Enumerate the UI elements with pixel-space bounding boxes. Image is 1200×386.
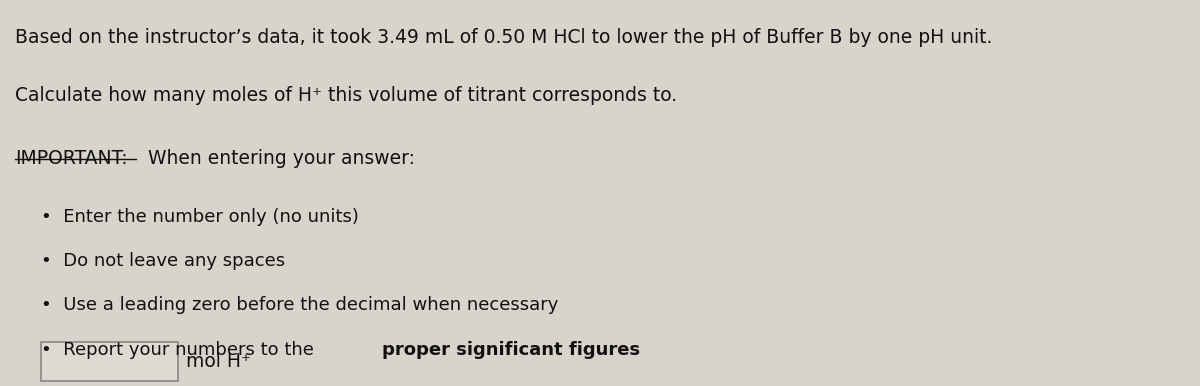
Text: Calculate how many moles of H⁺ this volume of titrant corresponds to.: Calculate how many moles of H⁺ this volu… xyxy=(16,86,677,105)
Text: proper significant figures: proper significant figures xyxy=(383,340,641,359)
Text: Based on the instructor’s data, it took 3.49 mL of 0.50 M HCl to lower the pH of: Based on the instructor’s data, it took … xyxy=(16,28,992,47)
Text: •  Use a leading zero before the decimal when necessary: • Use a leading zero before the decimal … xyxy=(41,296,559,315)
Text: IMPORTANT:: IMPORTANT: xyxy=(16,149,127,168)
Text: •  Enter the number only (no units): • Enter the number only (no units) xyxy=(41,208,359,226)
Text: •  Do not leave any spaces: • Do not leave any spaces xyxy=(41,252,286,271)
FancyBboxPatch shape xyxy=(41,342,178,381)
Text: mol H⁺: mol H⁺ xyxy=(186,352,251,371)
Text: •  Report your numbers to the: • Report your numbers to the xyxy=(41,340,320,359)
Text: When entering your answer:: When entering your answer: xyxy=(136,149,415,168)
